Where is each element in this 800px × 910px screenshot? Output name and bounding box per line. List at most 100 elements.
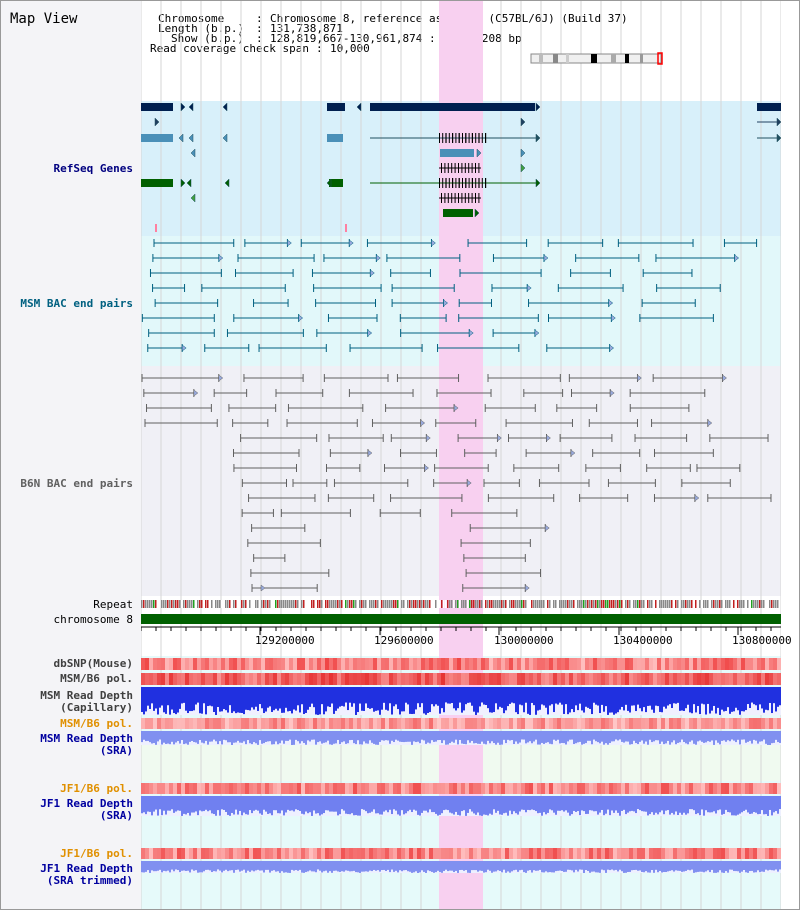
repeat-mark [345, 600, 347, 608]
heatmap-cell [521, 673, 525, 685]
heatmap-cell [329, 673, 333, 685]
repeat-mark [723, 600, 725, 608]
track-label-msm-read-depth-sra-sub: (SRA) [99, 744, 133, 757]
heatmap-cell [473, 783, 477, 794]
repeat-mark [359, 600, 361, 608]
heatmap-cell [569, 658, 573, 670]
heatmap-cell [621, 783, 625, 794]
heatmap-cell [401, 658, 405, 670]
repeat-mark [271, 600, 273, 608]
depth-bar [693, 687, 695, 705]
depth-bar [221, 731, 223, 745]
repeat-mark [197, 600, 199, 608]
depth-bar [153, 861, 155, 872]
depth-bar [379, 687, 381, 715]
heatmap-cell [289, 658, 293, 670]
depth-bar [239, 796, 241, 811]
heatmap-cell [289, 673, 293, 685]
repeat-mark [697, 600, 699, 608]
depth-bar [709, 796, 711, 813]
heatmap-cell [449, 718, 453, 729]
depth-bar [707, 796, 709, 813]
depth-bar [641, 861, 643, 872]
bac-end-pair-glyphs[interactable] [141, 239, 772, 592]
depth-bar [349, 861, 351, 872]
depth-bar [573, 861, 575, 873]
depth-bar [741, 687, 743, 712]
gene-exon [458, 193, 459, 203]
depth-bar [373, 731, 375, 744]
repeat-mark [521, 600, 523, 608]
depth-bar [617, 687, 619, 713]
gene-exon [478, 163, 480, 173]
depth-bar [489, 731, 491, 744]
depth-bar [699, 687, 701, 715]
depth-bar [575, 796, 577, 812]
depth-bar [347, 731, 349, 744]
depth-bar [585, 731, 587, 744]
depth-bar [413, 731, 415, 742]
depth-bar [761, 861, 763, 872]
depth-bar [279, 796, 281, 814]
heatmap-cell [225, 848, 229, 859]
heatmap-cell [325, 718, 329, 729]
repeat-mark [673, 600, 675, 608]
depth-bar [735, 861, 737, 872]
gene-arrow [178, 133, 184, 143]
depth-bar [175, 687, 177, 715]
depth-bar [739, 687, 741, 715]
depth-bar [767, 796, 769, 816]
heatmap-cell [401, 848, 405, 859]
depth-bar [209, 687, 211, 706]
gene-arrow [154, 117, 160, 127]
heatmap-cell [653, 673, 657, 685]
depth-bar [241, 796, 243, 816]
heatmap-cell [149, 848, 153, 859]
depth-bar [521, 687, 523, 706]
depth-bar [247, 796, 249, 815]
repeat-mark [207, 600, 209, 608]
heatmap-cell [341, 658, 345, 670]
heatmap-cell [681, 673, 685, 685]
heatmap-cell [489, 848, 493, 859]
depth-bar [607, 731, 609, 745]
depth-bar [239, 731, 241, 743]
heatmap-cell [429, 658, 433, 670]
repeat-mark [193, 600, 195, 608]
repeat-mark [471, 600, 473, 608]
depth-bar [693, 796, 695, 811]
depth-bar [203, 861, 205, 872]
repeat-mark [729, 600, 731, 608]
depth-bar [737, 731, 739, 740]
heatmap-cell [245, 718, 249, 729]
depth-bar [569, 861, 571, 870]
bac-pair-arrow [431, 239, 436, 247]
depth-bar [581, 796, 583, 811]
depth-bar [381, 861, 383, 871]
depth-bar [379, 731, 381, 742]
depth-bar [647, 731, 649, 745]
depth-bar [717, 861, 719, 873]
depth-bar [365, 731, 367, 744]
depth-bar [465, 861, 467, 871]
refseq-gene-glyphs[interactable] [141, 102, 781, 232]
depth-bar [283, 731, 285, 744]
depth-bar [147, 687, 149, 706]
genome-browser-plot[interactable] [141, 1, 781, 909]
depth-bar [255, 796, 257, 810]
repeat-mark [667, 600, 669, 608]
depth-bar [241, 731, 243, 743]
heatmap-cell [213, 718, 217, 729]
depth-bar [507, 731, 509, 740]
depth-bar [607, 687, 609, 715]
repeat-mark [393, 600, 395, 608]
heatmap-cell [713, 848, 717, 859]
heatmap-cell [365, 673, 369, 685]
gene-exon [441, 163, 442, 173]
depth-bar [299, 796, 301, 811]
repeat-mark [573, 600, 575, 608]
depth-bar [759, 796, 761, 814]
depth-bar [681, 731, 683, 740]
heatmap-cell [709, 718, 713, 729]
depth-bar [611, 861, 613, 870]
